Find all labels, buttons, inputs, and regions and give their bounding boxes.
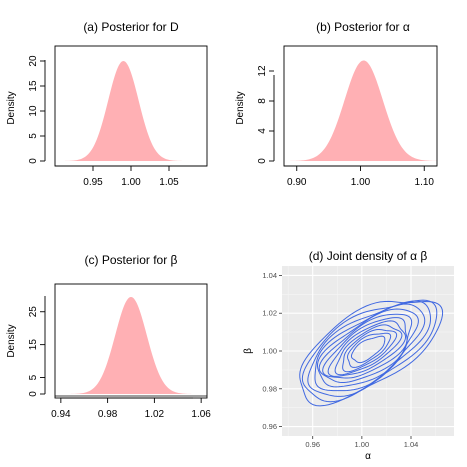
x-tick-label: 1.00 [121, 177, 141, 188]
panel-d-y-ticks: 0.96 0.98 1.00 1.02 1.04 [262, 271, 282, 431]
y-tick-label: 15 [28, 339, 39, 351]
y-tick-label: 12 [257, 65, 268, 77]
panel-b-x-ticks: 0.90 1.00 1.10 [287, 166, 434, 188]
panel-a-title: (a) Posterior for D [83, 20, 179, 34]
y-tick-label: 15 [28, 80, 39, 92]
panel-c-x-ticks: 0.94 0.98 1.02 1.06 [51, 398, 211, 420]
contour-line [342, 329, 398, 373]
x-tick-label: 0.98 [98, 409, 118, 420]
panel-d-xlabel: α [365, 451, 371, 462]
panel-c-title: (c) Posterior for β [85, 253, 178, 267]
x-tick-label: 0.96 [305, 440, 320, 449]
panel-c-ylabel: Density [6, 324, 17, 357]
contour-line [347, 332, 392, 368]
panel-d-title: (d) Joint density of α β [309, 249, 428, 263]
y-tick-label: 10 [28, 105, 39, 117]
contour-line [322, 317, 408, 379]
panel-a-density-area [55, 61, 207, 161]
panel-c-density-area [55, 296, 207, 394]
panel-b: (b) Posterior for α 0.90 1.00 1.10 0 4 8 12 D… [235, 20, 438, 188]
y-tick-label: 1.02 [262, 309, 277, 318]
panel-b-title: (b) Posterior for α [316, 20, 410, 34]
y-tick-label: 25 [28, 306, 39, 318]
panel-b-ylabel: Density [235, 91, 246, 124]
x-tick-label: 1.04 [404, 440, 419, 449]
contour-line [350, 335, 386, 364]
y-tick-label: 5 [28, 374, 39, 380]
panel-b-y-ticks: 0 4 8 12 [257, 65, 274, 164]
y-tick-label: 1.00 [262, 347, 277, 356]
x-tick-label: 0.90 [287, 177, 307, 188]
panel-d-x-ticks: 0.96 1.00 1.04 [305, 436, 418, 449]
panel-a-y-ticks: 0 5 10 15 20 [28, 55, 45, 164]
panel-a-x-ticks: 0.95 1.00 1.05 [83, 166, 179, 188]
panel-a-ylabel: Density [6, 91, 17, 124]
x-tick-label: 1.05 [159, 177, 179, 188]
x-tick-label: 1.02 [145, 409, 165, 420]
contour-line [334, 324, 403, 376]
y-tick-label: 0 [28, 158, 39, 164]
panel-a: (a) Posterior for D 0.95 1.00 1.05 0 5 10 15 2… [6, 20, 208, 188]
x-tick-label: 0.94 [51, 409, 71, 420]
panel-d: (d) Joint density of α β 0.96 1.00 1.04 0.… [243, 249, 454, 462]
x-tick-label: 1.00 [355, 440, 370, 449]
y-tick-label: 0.96 [262, 422, 277, 431]
panel-d-grid [282, 266, 454, 436]
panel-d-ylabel: β [243, 348, 254, 354]
y-tick-label: 4 [257, 128, 268, 134]
panel-c: (c) Posterior for β 0.94 0.98 1.02 1.06 0 5 1… [6, 253, 211, 420]
y-tick-label: 8 [257, 98, 268, 104]
x-tick-label: 1.00 [351, 177, 371, 188]
x-tick-label: 1.10 [415, 177, 435, 188]
contour-line [301, 299, 438, 403]
panel-c-y-ticks: 0 5 15 25 [28, 306, 45, 397]
y-tick-label: 1.04 [262, 271, 277, 280]
x-tick-label: 0.95 [83, 177, 103, 188]
panel-d-contours [299, 299, 444, 407]
y-tick-label: 0 [28, 391, 39, 397]
contour-line [327, 320, 407, 377]
contour-line [318, 313, 413, 384]
y-tick-label: 0 [257, 158, 268, 164]
y-tick-label: 0.98 [262, 384, 277, 393]
contour-line [299, 300, 444, 407]
y-tick-label: 20 [28, 55, 39, 67]
panel-b-density-area [284, 60, 437, 162]
x-tick-label: 1.06 [191, 409, 211, 420]
y-tick-label: 5 [28, 133, 39, 139]
